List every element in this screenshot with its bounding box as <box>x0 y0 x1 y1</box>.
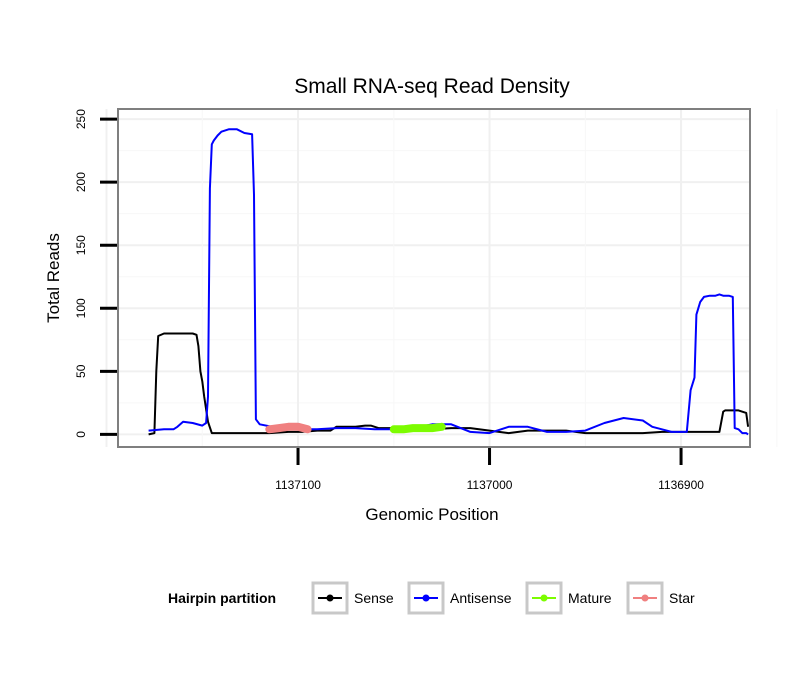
legend-item-antisense: Antisense <box>407 581 512 615</box>
x-tick-label: 1137100 <box>275 478 321 492</box>
plot-area <box>105 108 778 448</box>
legend-item-sense: Sense <box>311 581 394 615</box>
series-lines <box>148 128 750 436</box>
legend-label: Mature <box>568 590 612 606</box>
legend-item-mature: Mature <box>525 581 612 615</box>
legend-item-star: Star <box>626 581 695 615</box>
legend-key-dot <box>326 594 334 602</box>
x-tick-label: 1137000 <box>467 478 513 492</box>
legend-key-dot <box>540 594 548 602</box>
chart-title: Small RNA-seq Read Density <box>294 75 570 98</box>
y-tick-label: 50 <box>74 364 88 378</box>
grid-lines <box>105 109 778 447</box>
panel-background <box>118 109 750 447</box>
legend-label: Sense <box>354 590 394 606</box>
y-tick-label: 0 <box>74 431 88 438</box>
legend-key-dot <box>641 594 649 602</box>
axes: 0 50 100 150 200 250 1137100 1137000 1136900 <box>74 109 704 492</box>
y-tick-label: 200 <box>74 172 88 192</box>
legend-label: Antisense <box>450 590 512 606</box>
y-tick-label: 100 <box>74 298 88 318</box>
y-axis-title: Total Reads <box>44 233 63 323</box>
legend-items: Sense Antisense Mature Star <box>311 581 695 615</box>
panel-border <box>117 108 751 448</box>
legend-key-dot <box>422 594 430 602</box>
y-tick-label: 150 <box>74 235 88 255</box>
x-tick-label: 1136900 <box>658 478 704 492</box>
y-tick-label: 250 <box>74 109 88 129</box>
series-line-mature <box>389 422 446 434</box>
legend-label: Star <box>669 590 695 606</box>
x-axis-title: Genomic Position <box>365 505 498 524</box>
legend-title: Hairpin partition <box>168 590 276 606</box>
series-line-antisense <box>148 128 749 436</box>
series-line-star <box>265 422 312 434</box>
legend: Hairpin partition Sense Antisense Mature St… <box>168 581 695 615</box>
